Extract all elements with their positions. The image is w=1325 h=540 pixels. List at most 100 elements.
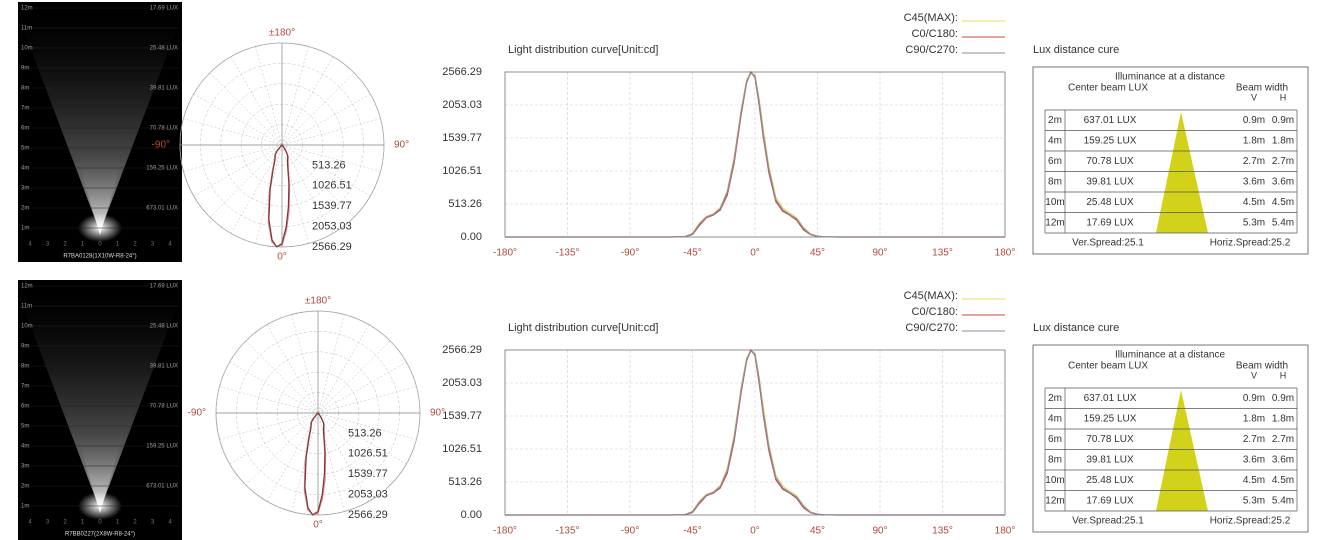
lux-h-header: H xyxy=(1280,370,1287,380)
table-cell: 0.9m xyxy=(1243,115,1265,126)
y-tick-label: 2053.03 xyxy=(442,377,482,389)
chart-title: Light distribution curve[Unit:cd] xyxy=(508,44,658,56)
beam-lux-label: 25.48 LUX xyxy=(150,324,178,330)
lux-heading: Illuminance at a distance xyxy=(1115,350,1226,361)
beam-distance-label: 12m xyxy=(21,284,33,290)
polar-spoke xyxy=(281,46,309,146)
table-cell: 0.9m xyxy=(1243,393,1265,404)
table-cell: 8m xyxy=(1048,176,1062,187)
table-cell: 0.9m xyxy=(1272,393,1294,404)
horiz-spread: Horiz.Spread:25.2 xyxy=(1210,238,1291,249)
polar-angle-label: -90° xyxy=(152,140,170,151)
table-cell: 5.4m xyxy=(1272,217,1294,228)
table-cell: 3.6m xyxy=(1243,176,1265,187)
beam-lux-label: 17.69 LUX xyxy=(150,284,178,290)
table-cell: 5.4m xyxy=(1272,495,1294,506)
ver-spread: Ver.Spread:25.1 xyxy=(1072,238,1144,249)
beam-distance-label: 5m xyxy=(21,146,29,152)
table-cell: 2.7m xyxy=(1243,156,1265,167)
beam-x-label: 4 xyxy=(168,520,172,526)
polar-angle-label: -90° xyxy=(188,408,206,419)
polar-spoke xyxy=(219,386,319,414)
y-tick-label: 513.26 xyxy=(448,476,482,488)
beam-x-label: 3 xyxy=(151,242,155,248)
beam-core xyxy=(75,428,125,513)
table-cell: 1.8m xyxy=(1272,413,1294,424)
table-cell: 39.81 LUX xyxy=(1086,454,1134,465)
polar-r-label: 513.26 xyxy=(312,159,346,171)
beam-distance-label: 8m xyxy=(21,364,29,370)
beam-distance-label: 1m xyxy=(21,226,29,232)
table-cell: 12m xyxy=(1045,217,1064,228)
beam-caption: R7BA0128(1X10W-R8-24°) xyxy=(63,254,136,260)
polar-r-label: 1539.77 xyxy=(312,200,352,212)
legend-label: C90/C270: xyxy=(905,322,958,334)
beam-x-label: 0 xyxy=(98,520,102,526)
lux-box xyxy=(1032,344,1309,533)
table-cell: 2m xyxy=(1048,393,1062,404)
beam-distance-label: 10m xyxy=(21,46,33,52)
polar-r-label: 1026.51 xyxy=(312,180,352,192)
beam-lux-label: 70.78 LUX xyxy=(150,404,178,410)
polar-spoke xyxy=(317,340,391,414)
x-tick-label: -90° xyxy=(621,248,639,259)
x-tick-label: 180° xyxy=(995,526,1016,537)
polar-angle-label: 0° xyxy=(277,252,287,263)
polar-spoke xyxy=(281,72,355,146)
beam-distance-label: 3m xyxy=(21,464,29,470)
beam-lux-label: 17.69 LUX xyxy=(150,6,178,12)
beam-cone xyxy=(20,20,180,232)
x-tick-label: 180° xyxy=(995,248,1016,259)
beam-lux-label: 25.48 LUX xyxy=(150,46,178,52)
lux-heading: Illuminance at a distance xyxy=(1115,72,1226,83)
polar-curve xyxy=(304,412,326,516)
x-tick-label: -180° xyxy=(493,248,517,259)
beam-image: 12m 11m 10m 9m 8m 7m 6m 5m 4m 3m 2m 1m 17.69 LUX 25.4… xyxy=(18,2,182,262)
polar-r-label: 2053.03 xyxy=(348,489,388,501)
table-cell: 12m xyxy=(1045,495,1064,506)
table-cell: 6m xyxy=(1048,434,1062,445)
polar-spoke xyxy=(317,361,407,414)
legend-label: C45(MAX): xyxy=(904,290,958,302)
table-cell: 4.5m xyxy=(1272,197,1294,208)
series-line xyxy=(505,350,1005,516)
beam-x-label: 4 xyxy=(28,520,32,526)
table-cell: 5.3m xyxy=(1243,217,1265,228)
lux-v-header: V xyxy=(1251,370,1257,380)
polar-spoke xyxy=(281,144,381,172)
polar-angle-label: ±180° xyxy=(269,28,295,39)
table-cell: 5.3m xyxy=(1243,495,1265,506)
lux-v-header: V xyxy=(1251,92,1257,102)
polar-spoke xyxy=(317,412,345,512)
lux-width-header: Beam width xyxy=(1236,83,1288,94)
legend-label: C90/C270: xyxy=(905,44,958,56)
beam-triangle xyxy=(1156,390,1208,511)
polar-angle-label: 90° xyxy=(394,140,409,151)
polar-spoke xyxy=(183,118,283,146)
lux-width-header: Beam width xyxy=(1236,361,1288,372)
polar-spoke xyxy=(317,412,407,465)
polar-spoke xyxy=(281,144,371,197)
beam-x-label: 1 xyxy=(81,520,85,526)
polar-spoke xyxy=(229,361,319,414)
table-cell: 2.7m xyxy=(1243,434,1265,445)
y-tick-label: 0.00 xyxy=(461,231,482,243)
lux-h-header: H xyxy=(1280,92,1287,102)
polar-curve xyxy=(267,144,291,248)
beam-distance-label: 2m xyxy=(21,484,29,490)
table-cell: 6m xyxy=(1048,156,1062,167)
x-tick-label: 45° xyxy=(810,526,825,537)
table-cell: 1.8m xyxy=(1243,413,1265,424)
plot-frame xyxy=(504,349,1006,516)
polar-curve xyxy=(303,412,327,516)
ver-spread: Ver.Spread:25.1 xyxy=(1072,516,1144,527)
beam-lux-label: 70.78 LUX xyxy=(150,126,178,132)
beam-distance-label: 4m xyxy=(21,166,29,172)
polar-spoke xyxy=(209,72,283,146)
polar-angle-label: ±180° xyxy=(305,296,331,307)
x-tick-label: 90° xyxy=(872,248,887,259)
x-tick-label: 0° xyxy=(750,248,760,259)
beam-distance-label: 6m xyxy=(21,126,29,132)
beam-x-label: 1 xyxy=(116,520,120,526)
table-cell: 39.81 LUX xyxy=(1086,176,1134,187)
